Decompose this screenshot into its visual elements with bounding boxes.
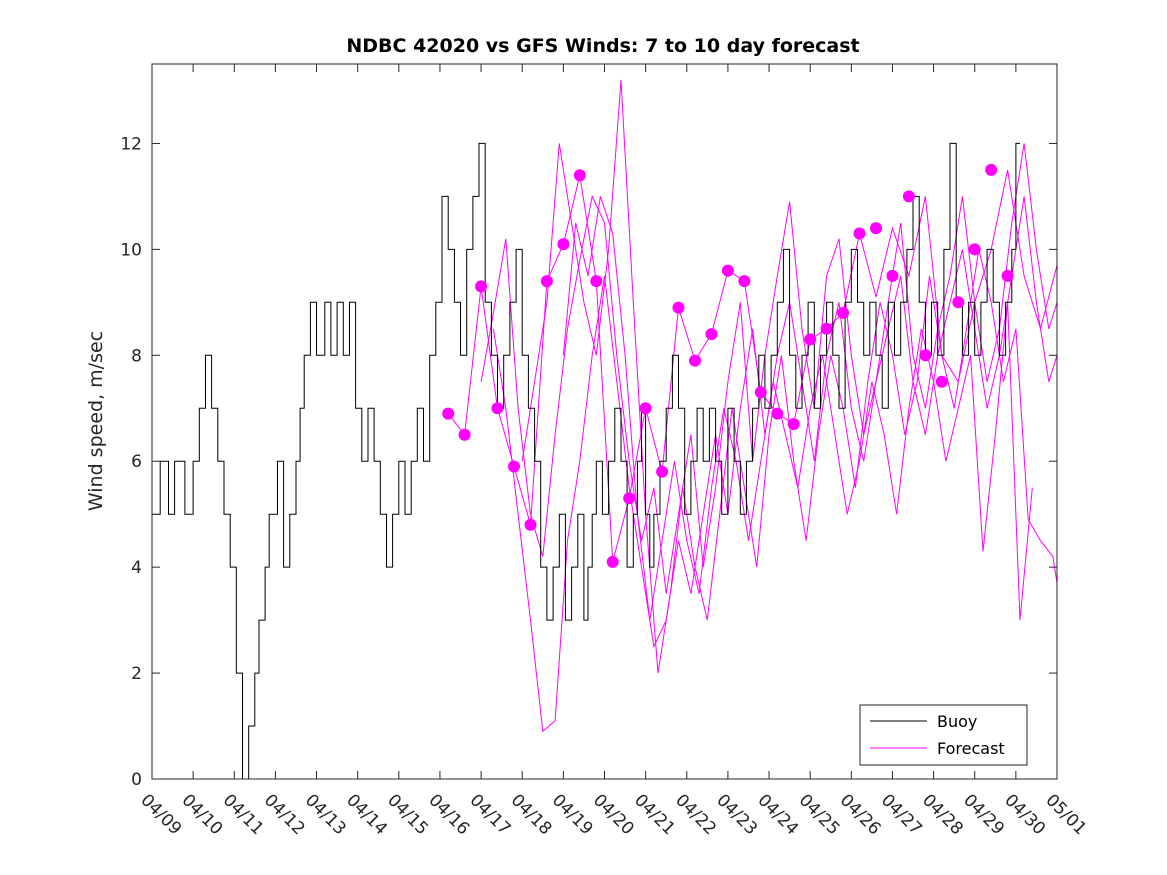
y-tick-label: 4 — [131, 558, 142, 578]
x-tick-label: 04/10 — [178, 790, 227, 839]
x-tick-label: 04/22 — [671, 790, 720, 839]
forecast-point — [721, 264, 734, 277]
forecast-point — [1001, 269, 1014, 282]
forecast-line-4 — [521, 79, 1057, 674]
forecast-point — [540, 275, 553, 288]
forecast-point — [804, 333, 817, 346]
x-tick-label: 04/16 — [424, 790, 473, 839]
forecast-point — [491, 402, 504, 415]
forecast-point — [639, 402, 652, 415]
forecast-point — [590, 275, 603, 288]
forecast-point — [902, 190, 915, 203]
forecast-point — [787, 418, 800, 431]
forecast-point — [935, 375, 948, 388]
forecast-line-1 — [447, 169, 1057, 563]
y-tick-label: 6 — [131, 452, 142, 472]
x-tick-label: 04/17 — [466, 790, 515, 839]
x-tick-label: 04/09 — [136, 790, 185, 839]
x-tick-label: 04/27 — [877, 790, 926, 839]
x-tick-label: 04/25 — [795, 790, 844, 839]
legend: Buoy Forecast — [859, 704, 1028, 766]
forecast-point — [656, 465, 669, 478]
legend-label-forecast: Forecast — [937, 739, 1005, 758]
forecast-point — [820, 322, 833, 335]
forecast-line-3 — [492, 196, 1057, 733]
y-tick-label: 0 — [131, 770, 142, 790]
forecast-point — [672, 301, 685, 314]
forecast-point — [985, 163, 998, 176]
forecast-line-5 — [562, 196, 1033, 621]
forecast-point — [886, 269, 899, 282]
y-tick-label: 12 — [120, 134, 142, 154]
y-tick-label: 2 — [131, 664, 142, 684]
buoy-line — [152, 142, 1020, 779]
forecast-point — [952, 296, 965, 309]
x-tick-label: 05/01 — [1041, 790, 1090, 839]
forecast-point — [754, 386, 767, 399]
x-tick-label: 04/23 — [712, 790, 761, 839]
forecast-point — [524, 518, 537, 531]
x-tick-label: 04/20 — [589, 790, 638, 839]
x-tick-label: 04/19 — [548, 790, 597, 839]
forecast-point — [689, 354, 701, 367]
forecast-point — [458, 428, 471, 441]
forecast-point — [853, 227, 866, 240]
forecast-point — [968, 243, 981, 256]
x-tick-label: 04/26 — [836, 790, 885, 839]
forecast-point — [623, 492, 636, 505]
forecast-point — [573, 169, 586, 182]
forecast-point — [606, 555, 619, 568]
forecast-point — [837, 306, 850, 319]
y-tick-label: 10 — [120, 240, 142, 260]
x-tick-label: 04/28 — [918, 790, 967, 839]
legend-box — [859, 704, 1028, 766]
forecast-point — [738, 275, 751, 288]
chart-title: NDBC 42020 vs GFS Winds: 7 to 10 day for… — [346, 35, 859, 57]
forecast-point — [705, 328, 718, 341]
forecast-point — [475, 280, 488, 293]
x-tick-label: 04/21 — [630, 790, 679, 839]
forecast-point — [919, 349, 932, 362]
legend-label-buoy: Buoy — [937, 712, 977, 731]
forecast-point — [442, 407, 455, 420]
x-tick-label: 04/24 — [753, 790, 802, 839]
x-tick-label: 04/13 — [301, 790, 350, 839]
x-tick-label: 04/12 — [260, 790, 309, 839]
y-axis-label: Wind speed, m/sec — [85, 331, 107, 511]
x-tick-label: 04/15 — [383, 790, 432, 839]
x-tick-label: 04/29 — [959, 790, 1008, 839]
x-tick-label: 04/30 — [1000, 790, 1049, 839]
forecast-point — [508, 460, 520, 473]
forecast-point — [557, 238, 570, 251]
forecast-line-2 — [480, 143, 1057, 594]
forecast-point — [771, 407, 784, 420]
x-tick-label: 04/18 — [507, 790, 556, 839]
plot-area — [152, 79, 1057, 779]
x-tick-label: 04/11 — [219, 790, 268, 839]
forecast-point — [870, 222, 882, 235]
x-tick-label: 04/14 — [342, 790, 391, 839]
y-tick-label: 8 — [131, 346, 142, 366]
